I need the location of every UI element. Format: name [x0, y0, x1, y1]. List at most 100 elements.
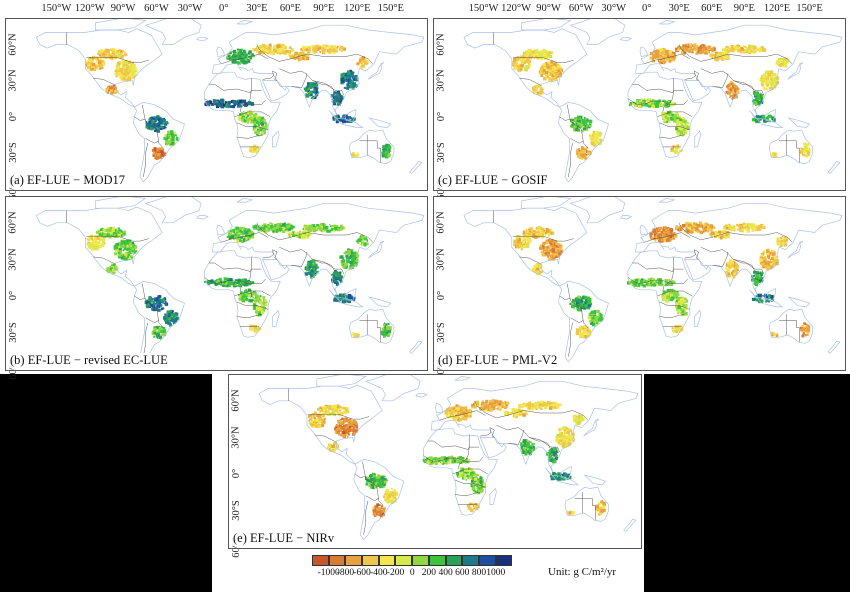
gpp-cell: [249, 235, 252, 238]
gpp-cell: [753, 117, 756, 121]
gpp-cell: [204, 280, 207, 283]
gpp-cell: [578, 127, 581, 129]
gpp-cell: [320, 223, 323, 226]
gpp-cell: [683, 46, 687, 50]
gpp-cell: [322, 226, 326, 230]
gpp-cell: [312, 50, 315, 53]
country-border: [334, 271, 342, 282]
gpp-cell: [263, 129, 266, 132]
gpp-cell: [341, 76, 343, 78]
coastline-japan: [787, 62, 804, 80]
gpp-cell: [247, 292, 250, 295]
gpp-cell: [309, 228, 313, 232]
gpp-cell: [666, 119, 671, 123]
gpp-cell: [157, 155, 161, 159]
coastline-uk: [216, 224, 226, 236]
gpp-cell: [101, 229, 104, 231]
gpp-cell: [227, 277, 230, 280]
gpp-cell: [581, 152, 585, 156]
gpp-cell: [256, 330, 259, 333]
gpp-cell: [697, 51, 700, 54]
gpp-cell: [93, 240, 98, 244]
gpp-cell: [134, 249, 136, 251]
gpp-cell: [715, 56, 718, 58]
gpp-cell: [554, 76, 557, 79]
gpp-cell: [125, 71, 130, 76]
gpp-cell: [766, 84, 769, 87]
gpp-cell: [551, 68, 554, 71]
gpp-cell: [552, 257, 554, 260]
gpp-cell: [119, 76, 123, 80]
gpp-cell: [272, 230, 275, 233]
gpp-cell: [550, 66, 553, 69]
gpp-cell: [152, 154, 155, 157]
gpp-cell: [539, 232, 542, 236]
gpp-cell: [298, 235, 302, 239]
gpp-cell: [749, 50, 753, 53]
gpp-cell: [355, 79, 358, 82]
gpp-cell: [87, 243, 90, 246]
gpp-cell: [762, 75, 766, 79]
gpp-cell: [555, 253, 559, 256]
gpp-cell: [310, 276, 313, 279]
gpp-cell: [156, 297, 159, 300]
gpp-cell: [226, 235, 229, 238]
gpp-cell: [93, 67, 97, 70]
gpp-cell: [206, 101, 210, 105]
gpp-cell: [682, 117, 684, 119]
gpp-cell: [334, 270, 337, 272]
gpp-cell: [595, 144, 597, 146]
gpp-cell: [335, 98, 340, 102]
gpp-cell: [295, 54, 299, 58]
gpp-cell: [355, 262, 358, 265]
gpp-cell: [766, 79, 770, 84]
gpp-cell: [670, 117, 674, 121]
gpp-cell: [102, 229, 106, 233]
gpp-cell: [111, 226, 115, 230]
gpp-cell: [124, 52, 127, 54]
gpp-cell: [772, 78, 776, 82]
gpp-cell: [264, 229, 267, 232]
gpp-cell: [528, 64, 531, 67]
gpp-cell: [246, 234, 249, 238]
gpp-cell: [226, 278, 229, 282]
gpp-cell: [770, 70, 774, 74]
gpp-cell: [173, 318, 177, 322]
gpp-cell: [98, 241, 100, 243]
gpp-cell: [330, 225, 334, 228]
gpp-cell: [315, 228, 319, 232]
gpp-cell: [780, 60, 783, 64]
coastline-arabia: [261, 259, 290, 281]
gpp-cell: [241, 294, 244, 296]
gpp-cell: [585, 128, 589, 131]
gpp-cell: [772, 118, 776, 122]
gpp-cell: [308, 227, 311, 231]
gpp-cell: [263, 44, 267, 48]
gpp-cell: [258, 132, 260, 135]
gpp-cell: [332, 96, 336, 99]
gpp-cell: [128, 244, 131, 248]
gpp-cell: [291, 232, 293, 234]
gpp-cell: [343, 76, 347, 79]
gpp-cell: [555, 72, 559, 77]
gpp-cell: [235, 101, 238, 104]
gpp-cell: [717, 55, 720, 57]
gpp-cell: [752, 99, 755, 102]
gpp-cell: [346, 259, 350, 264]
gpp-cell: [586, 126, 589, 128]
gpp-cell: [314, 271, 317, 275]
gpp-cell: [135, 70, 138, 72]
gpp-cell: [315, 83, 319, 87]
gpp-cell: [354, 264, 357, 267]
gpp-cell: [157, 304, 160, 307]
gpp-cell: [727, 50, 730, 53]
gpp-cell: [356, 258, 359, 261]
gpp-cell: [247, 110, 251, 115]
gpp-cell: [279, 49, 283, 53]
gpp-cell: [260, 227, 264, 232]
gpp-cell: [359, 57, 363, 61]
gpp-cell: [682, 44, 686, 48]
gpp-cell: [689, 43, 693, 47]
gpp-cell: [90, 67, 93, 71]
gpp-cell: [304, 224, 308, 228]
